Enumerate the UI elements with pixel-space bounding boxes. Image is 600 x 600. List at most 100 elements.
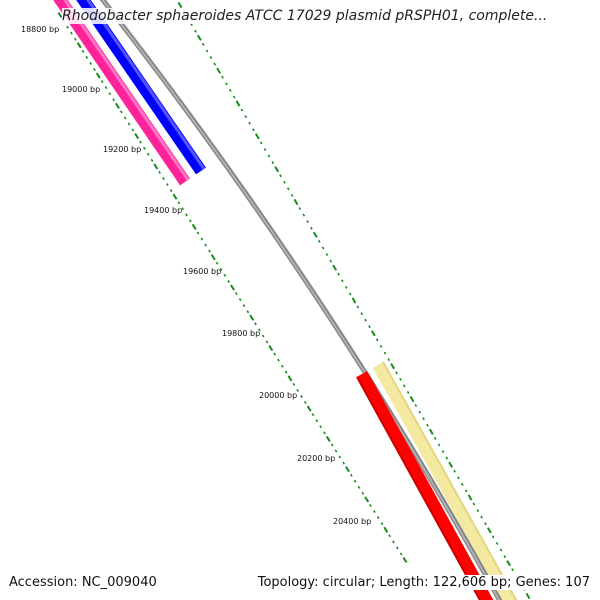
minor-tick <box>392 540 395 544</box>
minor-tick <box>298 207 302 211</box>
minor-tick <box>387 358 391 362</box>
minor-tick <box>204 243 207 247</box>
minor-tick <box>457 476 460 480</box>
minor-tick <box>503 555 507 559</box>
plasmid-summary: Topology: circular; Length: 122,606 bp; … <box>257 575 590 590</box>
major-tick <box>383 526 389 533</box>
major-tick <box>210 254 216 261</box>
minor-tick <box>248 121 251 125</box>
minor-tick <box>81 49 85 53</box>
major-tick <box>254 133 260 140</box>
minor-tick <box>373 510 376 514</box>
minor-tick <box>480 515 483 519</box>
minor-tick <box>399 552 403 556</box>
minor-tick <box>402 384 406 388</box>
minor-tick <box>491 535 495 539</box>
minor-tick <box>356 305 360 309</box>
minor-tick <box>325 253 329 257</box>
minor-tick <box>348 292 352 296</box>
major-tick <box>287 375 293 382</box>
minor-tick <box>484 522 487 526</box>
minor-tick <box>258 328 261 332</box>
minor-tick <box>304 401 307 405</box>
minor-tick <box>321 246 325 250</box>
tick-label: 18800 bp <box>21 25 59 34</box>
minor-tick <box>353 479 357 483</box>
minor-tick <box>221 75 224 79</box>
minor-tick <box>85 55 89 59</box>
minor-tick <box>127 122 131 126</box>
minor-tick <box>120 110 123 114</box>
minor-tick <box>93 67 96 72</box>
major-tick <box>467 494 473 501</box>
minor-tick <box>380 522 384 526</box>
minor-tick <box>418 410 422 414</box>
minor-tick <box>201 42 205 46</box>
minor-tick <box>162 176 165 181</box>
map-title: Rhodobacter sphaeroides ATCC 17029 plasm… <box>62 8 548 24</box>
minor-tick <box>213 62 217 66</box>
major-tick <box>95 72 101 79</box>
tick-label: 20000 bp <box>259 391 297 400</box>
minor-tick <box>396 546 399 550</box>
minor-tick <box>89 61 92 65</box>
major-tick <box>448 461 454 468</box>
minor-tick <box>350 473 353 477</box>
minor-tick <box>414 404 418 408</box>
major-tick <box>402 556 408 564</box>
major-tick <box>230 284 235 291</box>
minor-tick <box>453 469 456 473</box>
minor-tick <box>360 312 364 316</box>
minor-tick <box>388 534 391 538</box>
minor-tick <box>158 170 161 174</box>
minor-tick <box>181 207 184 211</box>
major-tick <box>332 264 338 271</box>
ruler-labels: 18800 bp 19000 bp 19200 bp 19400 bp 1960… <box>21 25 371 526</box>
minor-tick <box>277 358 280 362</box>
minor-tick <box>441 450 445 454</box>
minor-tick <box>240 108 244 112</box>
minor-tick <box>219 267 223 271</box>
major-tick <box>172 193 178 200</box>
major-tick <box>191 223 197 231</box>
minor-tick <box>185 213 188 217</box>
minor-tick <box>112 98 115 102</box>
minor-tick <box>472 502 476 506</box>
minor-tick <box>369 503 372 508</box>
minor-tick <box>399 377 402 381</box>
minor-tick <box>286 187 290 191</box>
minor-tick <box>104 86 108 90</box>
major-tick <box>409 395 415 403</box>
minor-tick <box>150 158 154 162</box>
major-tick <box>216 67 222 74</box>
minor-tick <box>464 489 468 493</box>
minor-tick <box>511 568 514 572</box>
tick-label: 19200 bp <box>103 145 141 154</box>
minor-tick <box>169 189 173 193</box>
minor-tick <box>263 147 267 151</box>
feature-red[interactable] <box>356 371 494 600</box>
minor-tick <box>108 92 112 96</box>
ruler-ticks <box>57 11 408 564</box>
feature-pale-yellow[interactable] <box>372 362 517 600</box>
minor-tick <box>315 419 319 423</box>
major-tick <box>325 435 331 442</box>
minor-tick <box>445 456 449 460</box>
minor-tick <box>208 249 211 253</box>
major-tick <box>235 100 241 107</box>
minor-tick <box>261 334 265 338</box>
minor-tick <box>337 272 340 276</box>
feature-red-shadow <box>356 376 481 600</box>
minor-tick <box>254 322 257 326</box>
major-tick <box>153 163 159 170</box>
minor-tick <box>395 371 398 375</box>
minor-tick <box>310 226 313 230</box>
minor-tick <box>70 31 73 35</box>
major-tick <box>76 42 82 49</box>
minor-tick <box>265 340 269 344</box>
minor-tick <box>283 180 286 184</box>
minor-tick <box>194 29 197 33</box>
outer-ticks <box>177 1 531 600</box>
minor-tick <box>205 49 209 53</box>
